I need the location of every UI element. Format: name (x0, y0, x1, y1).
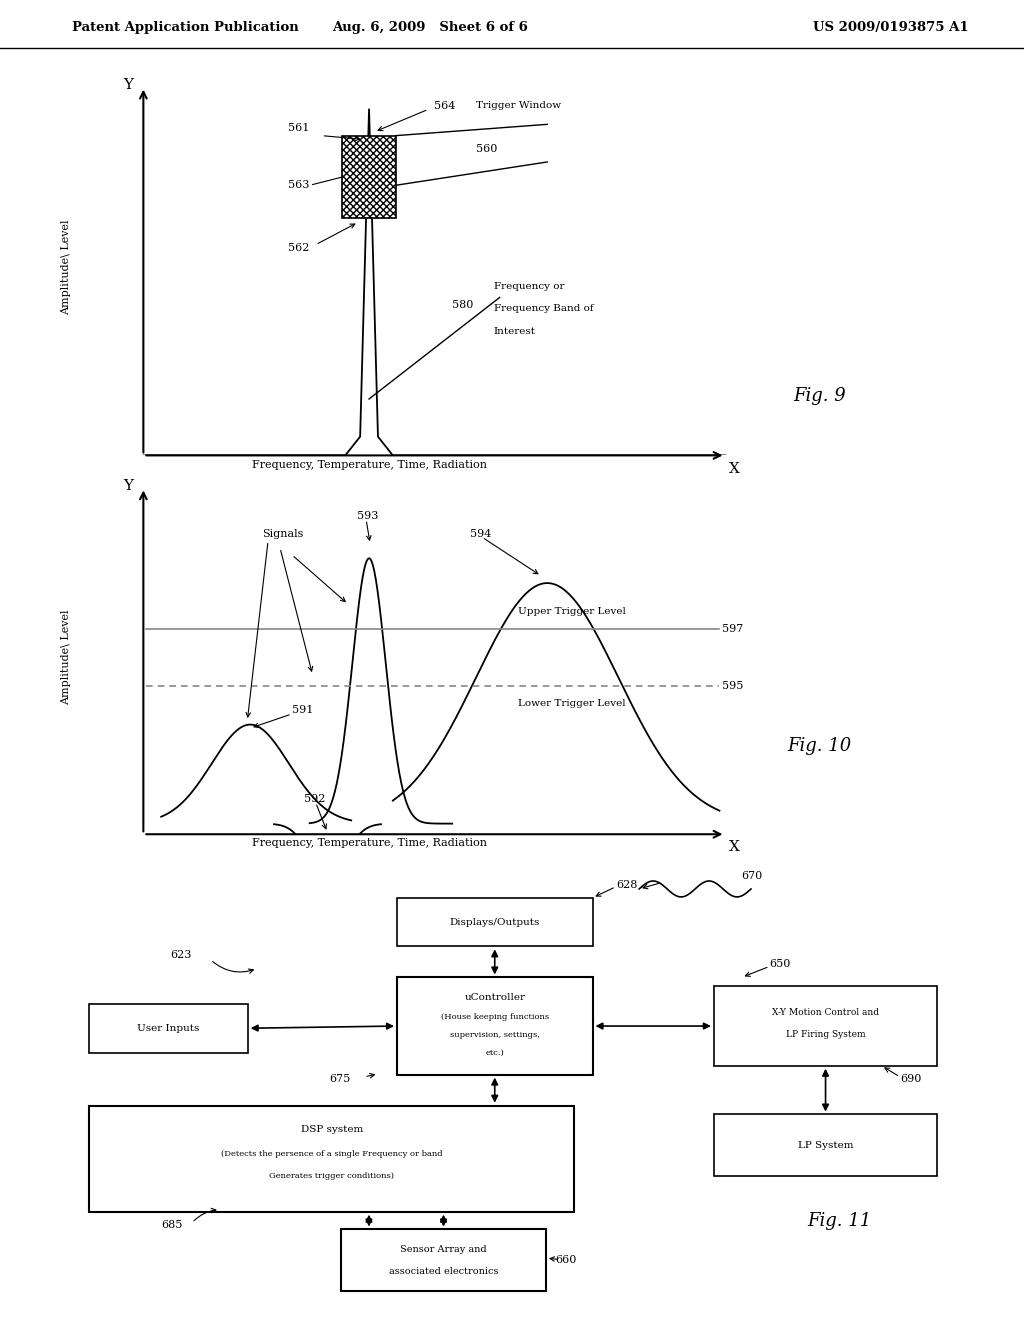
Text: 562: 562 (289, 243, 309, 253)
Text: X: X (729, 462, 739, 475)
Bar (714, 986, 937, 1065)
Bar (397, 898, 593, 946)
Text: 593: 593 (357, 511, 379, 521)
Text: Interest: Interest (494, 327, 536, 335)
Bar (89, 1005, 248, 1052)
Text: 561: 561 (289, 123, 309, 133)
Text: X: X (729, 840, 739, 854)
Text: 675: 675 (329, 1074, 350, 1084)
Text: Y: Y (124, 78, 133, 92)
Text: Aug. 6, 2009   Sheet 6 of 6: Aug. 6, 2009 Sheet 6 of 6 (332, 21, 528, 34)
Text: 563: 563 (289, 180, 309, 190)
Text: 660: 660 (555, 1255, 577, 1266)
Text: US 2009/0193875 A1: US 2009/0193875 A1 (813, 21, 969, 34)
Text: Fig. 10: Fig. 10 (787, 737, 851, 755)
Text: Patent Application Publication: Patent Application Publication (72, 21, 298, 34)
Text: Displays/Outputs: Displays/Outputs (450, 917, 540, 927)
Text: Frequency, Temperature, Time, Radiation: Frequency, Temperature, Time, Radiation (252, 838, 486, 849)
Text: (Detects the persence of a single Frequency or band: (Detects the persence of a single Freque… (221, 1150, 442, 1158)
Text: Fig. 9: Fig. 9 (793, 387, 846, 405)
Bar (89, 1106, 573, 1212)
Bar (714, 1114, 937, 1176)
Text: Generates trigger conditions): Generates trigger conditions) (269, 1172, 394, 1180)
Text: Amplitude\ Level: Amplitude\ Level (61, 610, 72, 705)
Text: 564: 564 (434, 100, 456, 111)
Text: 597: 597 (723, 624, 743, 634)
Text: DSP system: DSP system (301, 1126, 362, 1134)
Text: 560: 560 (476, 144, 498, 154)
Text: 623: 623 (171, 950, 191, 960)
Text: etc.): etc.) (485, 1048, 504, 1056)
Text: 591: 591 (292, 705, 313, 715)
Text: Y: Y (124, 479, 133, 492)
Text: Frequency, Temperature, Time, Radiation: Frequency, Temperature, Time, Radiation (252, 459, 486, 470)
Text: 628: 628 (615, 879, 637, 890)
Text: LP System: LP System (798, 1140, 853, 1150)
Bar (397, 977, 593, 1074)
Text: Amplitude\ Level: Amplitude\ Level (61, 219, 72, 315)
Text: 685: 685 (161, 1220, 182, 1230)
Text: Sensor Array and: Sensor Array and (400, 1245, 486, 1254)
Text: uController: uController (464, 993, 525, 1002)
Text: 690: 690 (900, 1074, 922, 1084)
Text: 580: 580 (453, 300, 473, 310)
Text: LP Firing System: LP Firing System (785, 1031, 865, 1039)
Bar (342, 136, 395, 218)
Text: Signals: Signals (262, 528, 303, 539)
Text: Trigger Window: Trigger Window (476, 102, 561, 110)
Text: User Inputs: User Inputs (137, 1024, 200, 1032)
Text: 650: 650 (770, 960, 791, 969)
Bar (341, 1229, 546, 1291)
Text: Fig. 11: Fig. 11 (808, 1212, 871, 1230)
Text: Frequency Band of: Frequency Band of (494, 304, 593, 313)
Text: 595: 595 (723, 681, 743, 690)
Text: supervision, settings,: supervision, settings, (450, 1031, 540, 1039)
Text: Frequency or: Frequency or (494, 281, 564, 290)
Text: associated electronics: associated electronics (389, 1267, 499, 1276)
Text: Lower Trigger Level: Lower Trigger Level (517, 698, 626, 708)
Text: 592: 592 (304, 793, 325, 804)
Text: (House keeping functions: (House keeping functions (440, 1014, 549, 1022)
Text: Upper Trigger Level: Upper Trigger Level (517, 607, 626, 616)
Text: 594: 594 (470, 528, 492, 539)
Text: X-Y Motion Control and: X-Y Motion Control and (772, 1008, 879, 1018)
Text: 670: 670 (741, 871, 763, 880)
